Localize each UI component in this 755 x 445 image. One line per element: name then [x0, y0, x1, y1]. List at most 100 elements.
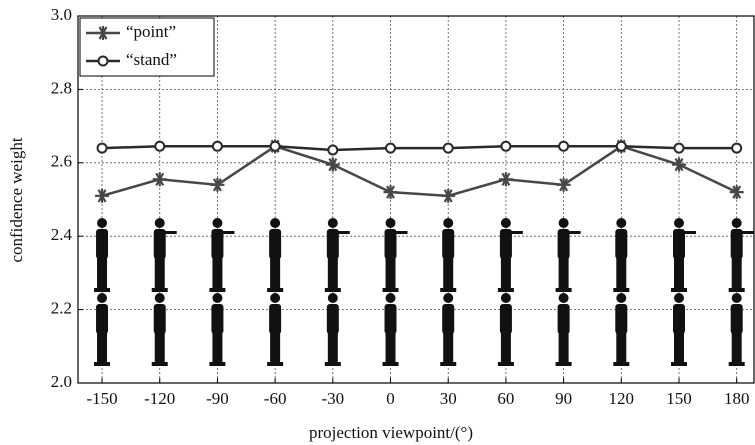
silhouette-arm — [739, 231, 754, 234]
silhouette-head — [154, 218, 165, 228]
silhouette-body — [557, 229, 570, 259]
silhouette — [151, 218, 177, 292]
silhouette-body — [153, 229, 166, 259]
silhouette — [324, 293, 341, 366]
silhouette-feet — [324, 362, 341, 366]
x-tick-label: 180 — [724, 389, 750, 408]
silhouette-feet — [613, 362, 630, 366]
silhouette-head — [443, 293, 454, 303]
x-tick-label: -60 — [264, 389, 287, 408]
point-marker — [673, 142, 685, 154]
silhouette-legs — [558, 332, 569, 364]
y-tick-label: 2.4 — [51, 225, 73, 244]
silhouette-feet — [209, 288, 226, 292]
silhouette — [728, 218, 754, 292]
x-tick-label: -150 — [86, 389, 117, 408]
silhouette — [209, 218, 235, 292]
point-marker — [556, 177, 571, 192]
silhouette-arm — [508, 231, 523, 234]
silhouette-feet — [267, 362, 284, 366]
x-axis-label: projection viewpoint/(°) — [309, 423, 473, 442]
silhouette-feet — [382, 362, 399, 366]
silhouette — [267, 218, 284, 292]
silhouette-legs — [154, 332, 165, 364]
silhouette-legs — [731, 332, 742, 364]
silhouette — [613, 218, 630, 292]
silhouette-legs — [443, 332, 454, 364]
silhouette-feet — [728, 288, 745, 292]
x-tick-label: 30 — [440, 389, 457, 408]
silhouette-head — [212, 293, 223, 303]
silhouette-head — [154, 293, 165, 303]
silhouette-body — [442, 304, 455, 334]
silhouette-head — [558, 218, 569, 228]
silhouette-legs — [327, 257, 338, 290]
point-marker — [731, 142, 743, 154]
silhouette — [555, 293, 572, 366]
silhouette-head — [97, 218, 108, 228]
silhouette-body — [730, 304, 743, 334]
silhouette-body — [211, 229, 224, 259]
silhouette-legs — [385, 257, 396, 290]
silhouette — [440, 293, 457, 366]
silhouette-head — [327, 218, 338, 228]
silhouette-legs — [500, 332, 511, 364]
legend-marker — [96, 26, 110, 40]
point-marker — [154, 140, 166, 152]
silhouette — [440, 218, 457, 292]
silhouette-arm — [220, 231, 235, 234]
silhouette-head — [558, 293, 569, 303]
silhouette — [497, 218, 523, 292]
silhouette-feet — [555, 288, 572, 292]
y-tick-label: 2.0 — [51, 372, 72, 391]
silhouette-head — [97, 293, 108, 303]
silhouette-arm — [681, 231, 696, 234]
silhouette-head — [443, 218, 454, 228]
silhouette-body — [730, 229, 743, 259]
silhouette-body — [96, 304, 109, 334]
silhouette-legs — [212, 332, 223, 364]
point-marker — [95, 188, 110, 203]
y-tick-label: 3.0 — [51, 5, 72, 24]
y-tick-label: 2.6 — [51, 152, 72, 171]
silhouette-legs — [616, 332, 627, 364]
silhouette-legs — [443, 257, 454, 290]
point-marker — [671, 157, 686, 172]
silhouette-head — [385, 218, 396, 228]
silhouette — [613, 293, 630, 366]
y-tick-label: 2.8 — [51, 78, 72, 97]
silhouette-body — [499, 304, 512, 334]
silhouette-arm — [393, 231, 408, 234]
legend-label: “stand” — [126, 50, 177, 69]
silhouette-feet — [440, 362, 457, 366]
silhouette-feet — [151, 288, 168, 292]
x-tick-label: 60 — [497, 389, 514, 408]
silhouette-body — [211, 304, 224, 334]
silhouette-feet — [151, 362, 168, 366]
silhouette-body — [615, 229, 628, 259]
silhouette-legs — [327, 332, 338, 364]
silhouette-head — [270, 293, 281, 303]
x-tick-label: -30 — [321, 389, 344, 408]
x-tick-label: 120 — [609, 389, 635, 408]
silhouette-head — [500, 218, 511, 228]
silhouette-head — [270, 218, 281, 228]
silhouette-head — [731, 218, 742, 228]
silhouette — [728, 293, 745, 366]
silhouette-body — [269, 229, 282, 259]
silhouette-body — [442, 229, 455, 259]
silhouette-body — [384, 229, 397, 259]
silhouette-head — [673, 218, 684, 228]
silhouette-feet — [94, 362, 111, 366]
series-line — [102, 145, 737, 152]
point-marker — [615, 140, 627, 152]
silhouette-legs — [212, 257, 223, 290]
silhouette-body — [96, 229, 109, 259]
silhouette-legs — [558, 257, 569, 290]
point-marker — [211, 140, 223, 152]
silhouette-legs — [154, 257, 165, 290]
point-marker — [269, 140, 281, 152]
point-marker — [498, 172, 513, 187]
